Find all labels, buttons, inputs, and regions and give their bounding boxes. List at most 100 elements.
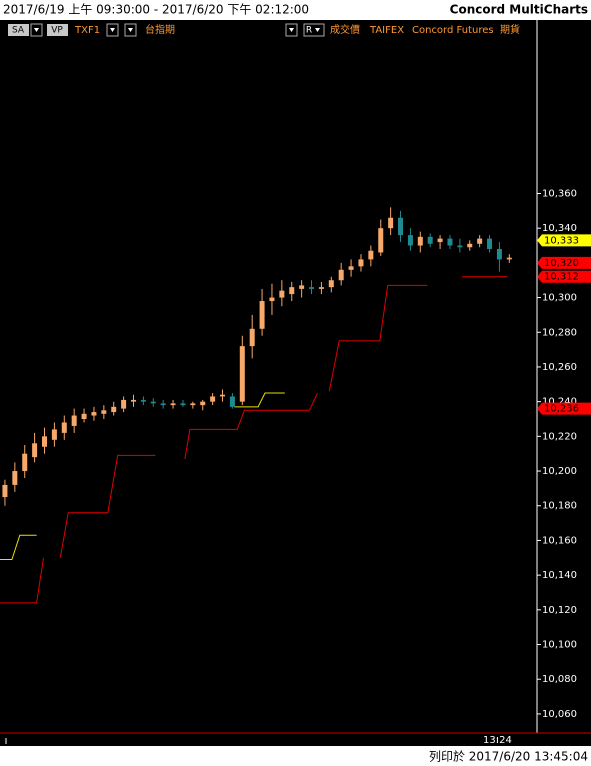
candle-body <box>388 217 394 229</box>
exchange: TAIFEX <box>369 25 404 36</box>
candle-body <box>121 399 127 409</box>
candle-body <box>437 238 443 243</box>
dropdown-arrow <box>315 28 320 32</box>
price-marker <box>537 402 591 415</box>
symbol: TXF1 <box>74 25 100 36</box>
stop-line <box>0 392 285 560</box>
y-tick-label: 10,140 <box>542 570 577 581</box>
candle-body <box>210 396 216 402</box>
category: 期貨 <box>500 23 520 36</box>
candle-body <box>150 401 156 404</box>
field: 成交價 <box>330 23 360 36</box>
candle-body <box>131 399 137 402</box>
price-marker <box>537 256 591 269</box>
candle-body <box>338 269 344 281</box>
symbol-name: 台指期 <box>145 23 175 36</box>
candle-body <box>81 413 87 420</box>
print-time: 列印於 2017/6/20 13:45:04 <box>429 749 588 764</box>
button[interactable] <box>47 24 68 36</box>
y-tick-label: 10,200 <box>542 466 577 477</box>
source: Concord Futures <box>412 25 494 36</box>
y-tick-label: 10,100 <box>542 640 577 651</box>
app-name: Concord MultiCharts <box>450 3 588 17</box>
candle-body <box>91 412 97 416</box>
candle-body <box>398 217 404 236</box>
candle-body <box>299 285 305 289</box>
y-tick-label: 10,160 <box>542 535 577 546</box>
candle-body <box>269 297 275 302</box>
dropdown[interactable] <box>303 23 325 37</box>
candle-body <box>467 243 473 248</box>
candle-body <box>140 399 146 402</box>
candle-body <box>457 245 463 248</box>
candle-body <box>2 484 8 498</box>
candle-body <box>12 471 18 485</box>
candle-body <box>318 287 324 289</box>
dropdown-arrow <box>34 28 39 32</box>
price-marker <box>537 270 591 283</box>
candle-body <box>477 238 483 244</box>
y-tick-label: 10,280 <box>542 327 577 338</box>
candle-body <box>259 301 265 329</box>
candle-body <box>368 250 374 260</box>
y-tick-label: 10,300 <box>542 293 577 304</box>
y-tick-label: 10,220 <box>542 431 577 442</box>
y-tick-label: 10,120 <box>542 605 577 616</box>
candle-body <box>249 328 255 347</box>
candle-body <box>22 453 28 472</box>
candle-body <box>417 236 423 246</box>
candle-body <box>229 396 235 407</box>
dropdown-label[interactable]: R <box>306 26 312 36</box>
x-tick-label: 13:24 <box>483 735 512 746</box>
candle-body <box>407 235 413 246</box>
y-tick-label: 10,180 <box>542 501 577 512</box>
candle-body <box>378 228 384 253</box>
candle-body <box>309 287 315 289</box>
candle-body <box>160 403 166 406</box>
stop-line <box>0 276 508 604</box>
candle-body <box>239 346 245 402</box>
candle-body <box>220 394 226 397</box>
candle-body <box>61 422 67 433</box>
candle-body <box>71 415 77 426</box>
date-range: 2017/6/19 上午 09:30:00 - 2017/6/20 下午 02:… <box>3 3 309 17</box>
candle-body <box>358 259 364 267</box>
price-marker-label: 10,312 <box>544 272 579 283</box>
candle-body <box>51 429 57 440</box>
candle-body <box>348 266 354 270</box>
y-tick-label: 10,260 <box>542 362 577 373</box>
dropdown-arrow <box>128 28 133 32</box>
candle-body <box>506 257 512 260</box>
price-marker-label: 10,236 <box>544 404 579 415</box>
candle-body <box>101 410 107 414</box>
candle-body <box>111 406 117 413</box>
candle-body <box>328 280 334 288</box>
y-tick-label: 10,240 <box>542 397 577 408</box>
button-label[interactable]: SA <box>12 26 25 36</box>
candle-body <box>42 436 48 447</box>
candle-body <box>190 403 196 406</box>
candle-body <box>180 403 186 406</box>
candle-body <box>427 236 433 244</box>
candle-body <box>447 238 453 246</box>
button-label[interactable]: VP <box>51 26 63 36</box>
plot-area <box>0 20 591 746</box>
candle-body <box>170 403 176 406</box>
dropdown-arrow <box>110 28 115 32</box>
footer-bar <box>0 746 591 766</box>
price-marker-label: 10,320 <box>544 258 579 269</box>
candle-body <box>32 443 38 458</box>
price-marker-label: 10,333 <box>544 235 579 246</box>
candle-body <box>487 238 493 249</box>
button[interactable] <box>8 24 29 36</box>
header-bar <box>0 0 591 20</box>
y-tick-label: 10,340 <box>542 223 577 234</box>
y-tick-label: 10,080 <box>542 674 577 685</box>
dropdown-arrow <box>289 28 294 32</box>
y-tick-label: 10,360 <box>542 188 577 199</box>
y-tick-label: 10,060 <box>542 709 577 720</box>
candle-body <box>200 401 206 406</box>
candle-body <box>496 248 502 260</box>
